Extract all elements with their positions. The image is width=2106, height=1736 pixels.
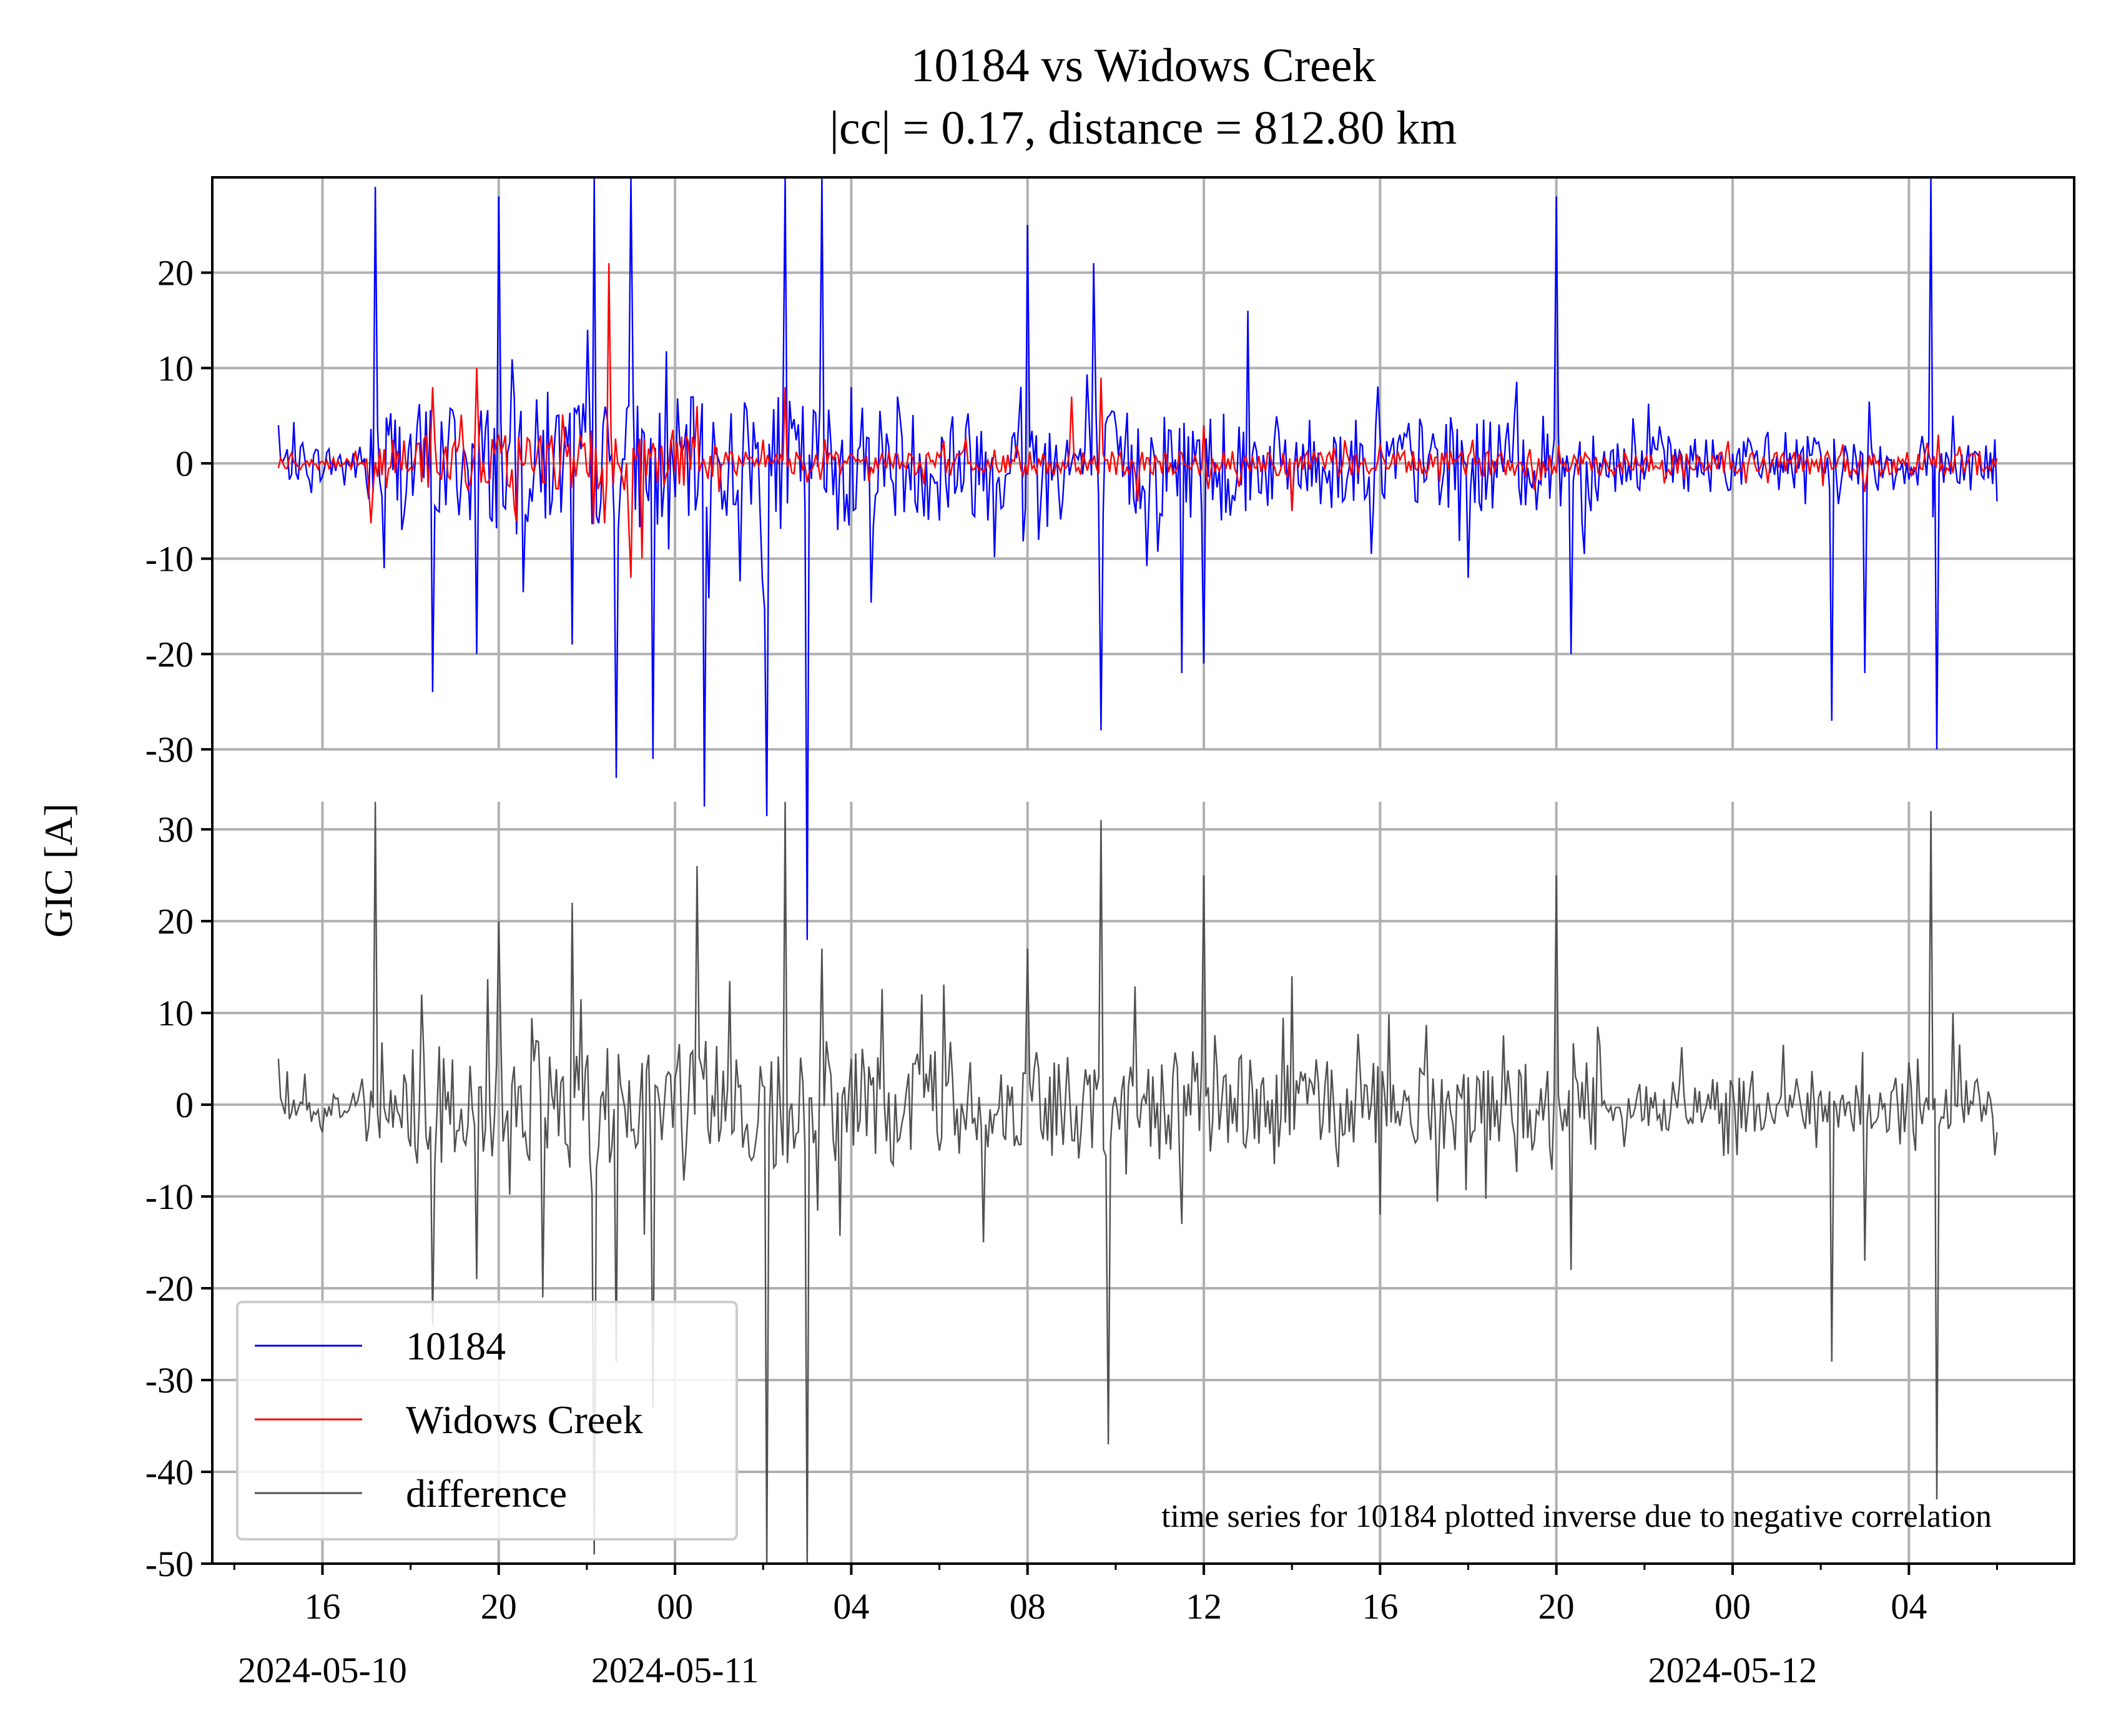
annotation-note: time series for 10184 plotted inverse du… [1161,1499,1992,1534]
x-tick-label: 20 [1538,1586,1575,1627]
series-line-difference [277,801,1998,1564]
y-tick-label: -20 [145,634,194,674]
x-tick-label: 16 [304,1586,340,1627]
y-tick-label: 20 [157,253,194,293]
series-layer [277,177,1998,1564]
x-date-label: 2024-05-11 [591,1650,759,1690]
y-tick-label: 0 [175,1085,194,1125]
chart-title: 10184 vs Widows Creek [911,39,1376,92]
y-tick-label: -20 [145,1268,194,1309]
x-tick-label: 00 [657,1586,693,1627]
x-tick-label: 12 [1186,1586,1222,1627]
legend-label: difference [406,1471,567,1516]
x-tick-label: 04 [833,1586,869,1627]
legend-box [236,1301,738,1541]
y-tick-label: -40 [145,1452,194,1492]
x-tick-label: 08 [1010,1586,1046,1627]
y-tick-label: 0 [175,443,194,484]
legend-label: 10184 [406,1324,506,1368]
series-line-widows-creek [277,263,1998,578]
y-tick-label: 20 [157,901,194,942]
x-tick-label: 16 [1362,1586,1398,1627]
y-tick-label: -10 [145,539,194,579]
y-tick-label: -10 [145,1176,194,1217]
y-tick-label: -30 [145,1360,194,1401]
y-tick-label: 10 [157,993,194,1033]
plot-frame [211,176,2075,1565]
y-axis-label: GIC [A] [36,803,81,937]
chart-subtitle: |cc| = 0.17, distance = 812.80 km [830,102,1457,154]
legend-label: Widows Creek [406,1398,643,1442]
y-tick-label: 10 [157,348,194,388]
x-date-label: 2024-05-10 [238,1650,407,1690]
x-date-label: 2024-05-12 [1648,1650,1818,1690]
y-tick-label: 30 [157,809,194,850]
x-tick-label: 04 [1891,1586,1927,1627]
y-tick-label: -30 [145,729,194,770]
x-tick-label: 00 [1715,1586,1751,1627]
legend: 10184 Widows Creek difference [236,1301,738,1541]
y-tick-label: -50 [145,1544,194,1584]
x-tick-label: 20 [481,1586,517,1627]
